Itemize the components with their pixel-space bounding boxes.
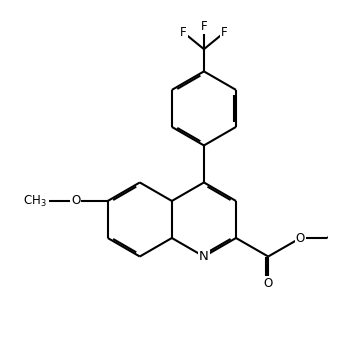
Text: F: F	[180, 26, 187, 39]
Text: F: F	[221, 26, 228, 39]
Text: F: F	[201, 21, 207, 33]
Text: O: O	[264, 277, 273, 290]
Text: O: O	[71, 194, 80, 208]
Text: O: O	[296, 232, 305, 244]
Text: CH$_3$: CH$_3$	[23, 193, 47, 209]
Text: N: N	[199, 250, 209, 263]
